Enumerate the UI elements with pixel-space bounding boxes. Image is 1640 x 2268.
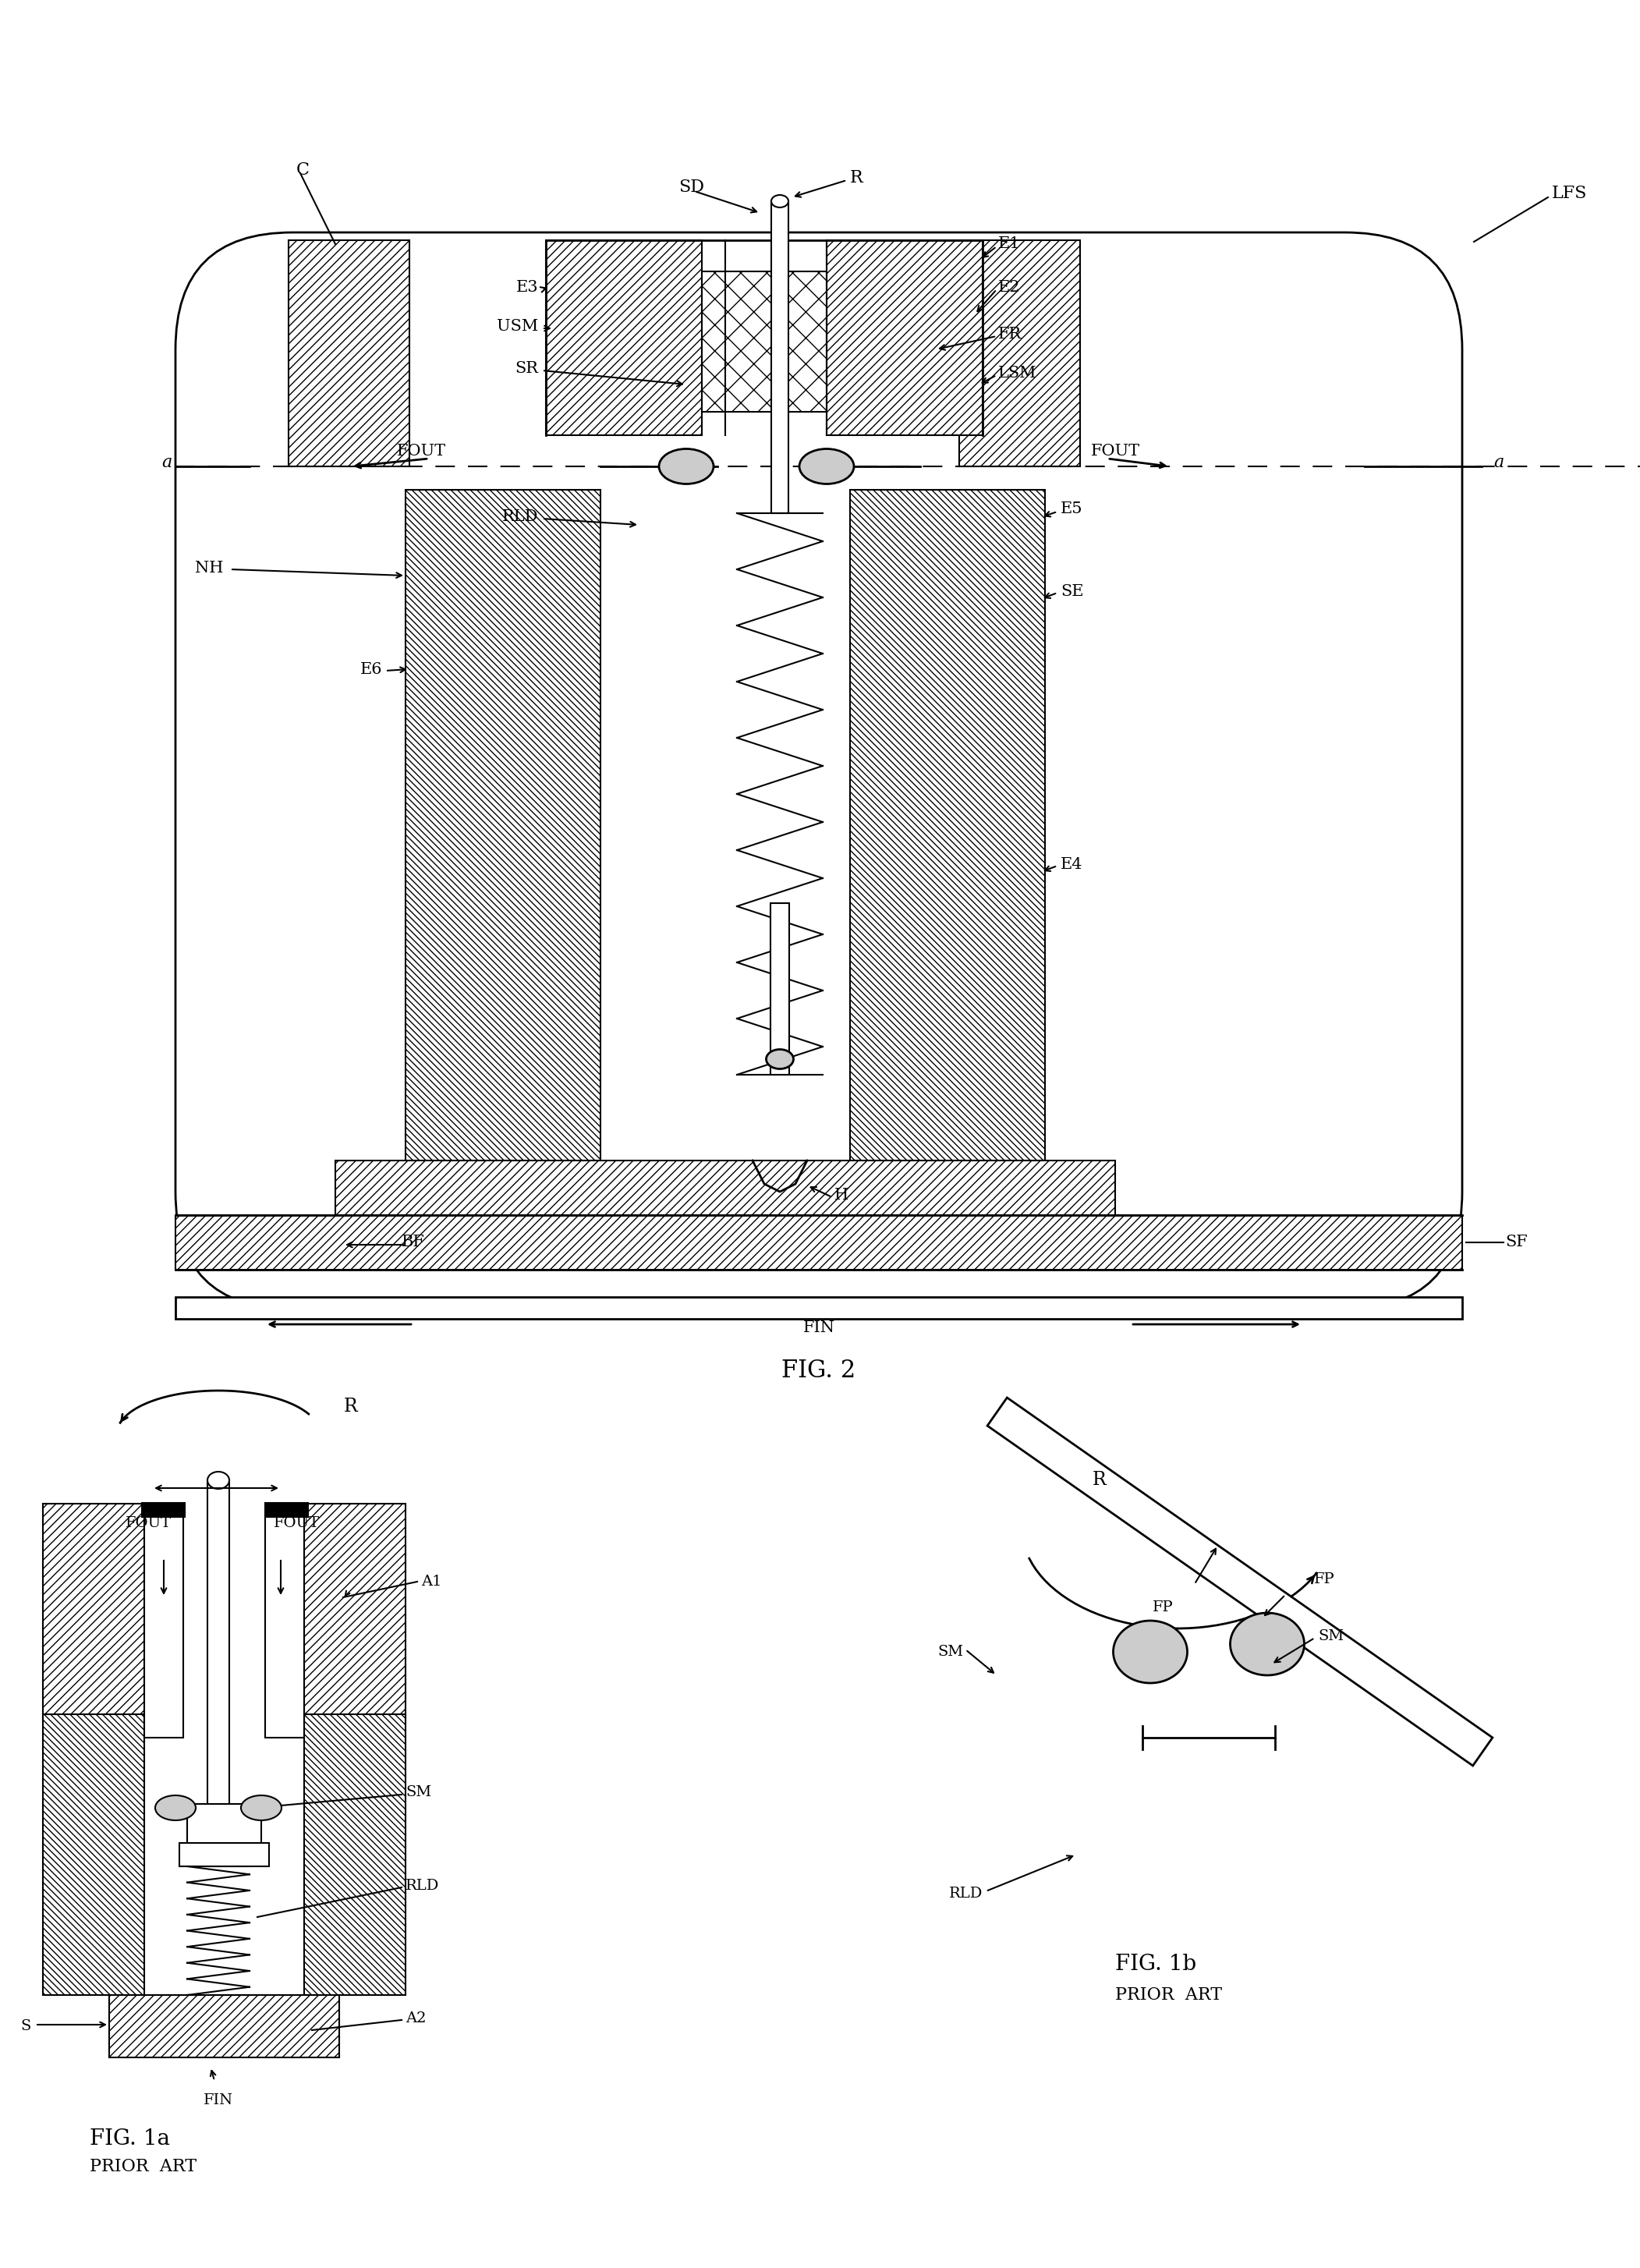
Text: FOUT: FOUT <box>1091 442 1140 458</box>
Text: FIN: FIN <box>203 2093 233 2107</box>
Ellipse shape <box>1114 1622 1187 1683</box>
Ellipse shape <box>241 1796 282 1821</box>
Text: R: R <box>850 170 863 186</box>
Bar <box>303 1504 405 1721</box>
Bar <box>303 1715 405 1996</box>
Bar <box>187 1803 261 1846</box>
Bar <box>289 240 410 467</box>
Ellipse shape <box>1230 1613 1304 1676</box>
Text: E4: E4 <box>1061 857 1082 871</box>
Text: FIG. 1b: FIG. 1b <box>1115 1953 1196 1975</box>
FancyBboxPatch shape <box>175 231 1463 1309</box>
Polygon shape <box>987 1397 1492 1767</box>
Bar <box>179 1844 269 1867</box>
Ellipse shape <box>207 1472 230 1488</box>
Text: FOUT: FOUT <box>125 1517 171 1531</box>
Text: USM: USM <box>497 318 538 333</box>
Ellipse shape <box>766 1050 794 1068</box>
Text: SM: SM <box>1319 1628 1343 1644</box>
Bar <box>43 1715 144 1996</box>
Ellipse shape <box>771 195 789 206</box>
Text: E5: E5 <box>1061 501 1082 517</box>
Bar <box>110 1996 339 2057</box>
Bar <box>546 240 702 435</box>
Text: SR: SR <box>515 361 538 376</box>
Text: FIG. 2: FIG. 2 <box>782 1359 856 1383</box>
Text: LSM: LSM <box>999 365 1036 381</box>
Text: BF: BF <box>402 1236 425 1250</box>
Bar <box>143 1504 185 1517</box>
Ellipse shape <box>799 449 854 483</box>
Text: FP: FP <box>1314 1572 1335 1585</box>
Text: PRIOR  ART: PRIOR ART <box>90 2159 197 2175</box>
Text: R: R <box>1092 1472 1107 1490</box>
Text: C: C <box>297 161 310 179</box>
Text: RLD: RLD <box>950 1887 982 1901</box>
Text: FIN: FIN <box>804 1320 835 1336</box>
Bar <box>266 1504 308 1517</box>
Text: SM: SM <box>405 1785 431 1799</box>
Bar <box>335 1238 1115 1270</box>
Text: E3: E3 <box>515 279 538 295</box>
Bar <box>850 490 1045 1161</box>
Text: E6: E6 <box>359 662 382 676</box>
Bar <box>771 903 789 1075</box>
Text: NH: NH <box>195 560 223 576</box>
Text: E1: E1 <box>999 236 1020 252</box>
Bar <box>702 272 827 413</box>
Bar <box>144 1510 184 1737</box>
Text: PRIOR  ART: PRIOR ART <box>1115 1987 1222 2003</box>
Text: S: S <box>21 2019 31 2032</box>
Text: A2: A2 <box>405 2012 426 2025</box>
Text: a: a <box>161 454 172 472</box>
Text: SF: SF <box>1506 1236 1527 1250</box>
Bar <box>266 1510 303 1737</box>
Bar <box>335 1161 1115 1238</box>
Bar <box>827 240 982 435</box>
Text: A1: A1 <box>421 1574 441 1588</box>
Text: H: H <box>835 1188 848 1202</box>
Bar <box>175 1297 1463 1318</box>
Bar <box>771 202 789 513</box>
Text: FIG. 1a: FIG. 1a <box>90 2130 171 2150</box>
Bar <box>405 490 600 1161</box>
Text: FOUT: FOUT <box>397 442 446 458</box>
Text: a: a <box>1494 454 1504 472</box>
Bar <box>43 1504 144 1721</box>
Text: FP: FP <box>1153 1601 1174 1615</box>
Text: FR: FR <box>999 327 1022 340</box>
Text: SE: SE <box>1061 583 1084 599</box>
Bar <box>959 240 1081 467</box>
Text: E2: E2 <box>999 279 1020 295</box>
Text: RLD: RLD <box>502 510 538 524</box>
Bar <box>175 1216 1463 1270</box>
Text: RLD: RLD <box>405 1878 440 1894</box>
Text: SM: SM <box>938 1644 963 1658</box>
Ellipse shape <box>659 449 713 483</box>
Text: LFS: LFS <box>1551 184 1588 202</box>
Text: SD: SD <box>679 179 704 195</box>
Bar <box>207 1481 230 1830</box>
Text: R: R <box>344 1397 358 1415</box>
Ellipse shape <box>156 1796 195 1821</box>
Text: FOUT: FOUT <box>274 1517 320 1531</box>
